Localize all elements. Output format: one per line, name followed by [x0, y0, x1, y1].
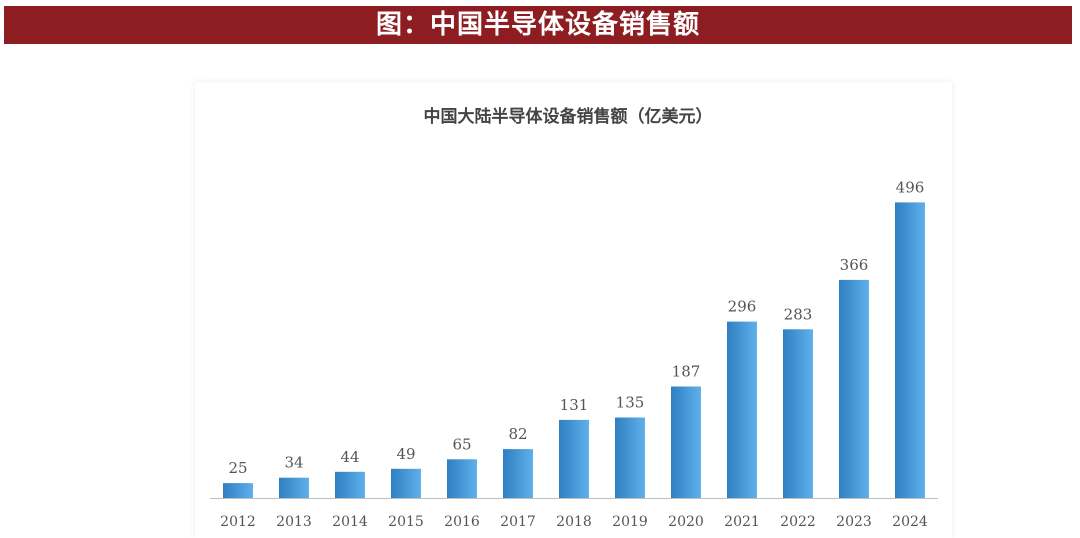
value-label-2013: 34 — [284, 454, 303, 472]
bar-2023 — [839, 279, 869, 498]
value-label-2021: 296 — [728, 298, 757, 316]
value-label-2017: 82 — [508, 425, 527, 443]
x-tick-2019: 2019 — [612, 514, 648, 530]
x-tick-2015: 2015 — [388, 514, 424, 530]
x-tick-2024: 2024 — [892, 514, 928, 530]
value-label-2016: 65 — [452, 435, 471, 453]
x-tick-2016: 2016 — [444, 514, 480, 530]
x-tick-labels: 2012 2013 2014 2015 2016 2017 2018 2019 2020 2021… — [220, 514, 928, 530]
x-tick-2018: 2018 — [556, 514, 592, 530]
chart-title: 中国大陆半导体设备销售额（亿美元） — [424, 106, 713, 127]
bars-group: 25 34 44 49 65 82 131 135 187 296 283 366 496 — [223, 178, 925, 498]
bar-2016 — [447, 459, 477, 498]
value-label-2020: 187 — [672, 363, 701, 381]
bar-2021 — [727, 321, 757, 498]
bar-2019 — [615, 417, 645, 498]
bar-2020 — [671, 386, 701, 498]
bar-2012 — [223, 483, 253, 498]
x-tick-2012: 2012 — [220, 514, 256, 530]
x-tick-2014: 2014 — [332, 514, 368, 530]
x-tick-2013: 2013 — [276, 514, 312, 530]
value-label-2018: 131 — [560, 396, 589, 414]
value-label-2014: 44 — [340, 448, 359, 466]
value-label-2022: 283 — [784, 305, 813, 323]
bar-2014 — [335, 471, 365, 498]
value-label-2023: 366 — [840, 256, 869, 274]
bar-2013 — [279, 477, 309, 498]
bar-2018 — [559, 419, 589, 498]
value-label-2024: 496 — [896, 178, 925, 196]
banner-title: 图：中国半导体设备销售额 — [4, 6, 1072, 44]
value-label-2012: 25 — [228, 459, 247, 477]
bar-2015 — [391, 468, 421, 498]
bar-2024 — [895, 202, 925, 498]
x-tick-2020: 2020 — [668, 514, 704, 530]
bar-2017 — [503, 449, 533, 498]
x-tick-2017: 2017 — [500, 514, 536, 530]
chart-panel: 中国大陆半导体设备销售额（亿美元） 25 34 44 49 65 82 131 135 187 2… — [195, 82, 952, 538]
bar-2022 — [783, 329, 813, 498]
value-label-2015: 49 — [396, 445, 415, 463]
value-label-2019: 135 — [616, 394, 645, 412]
x-tick-2021: 2021 — [724, 514, 760, 530]
x-tick-2023: 2023 — [836, 514, 872, 530]
x-tick-2022: 2022 — [780, 514, 816, 530]
